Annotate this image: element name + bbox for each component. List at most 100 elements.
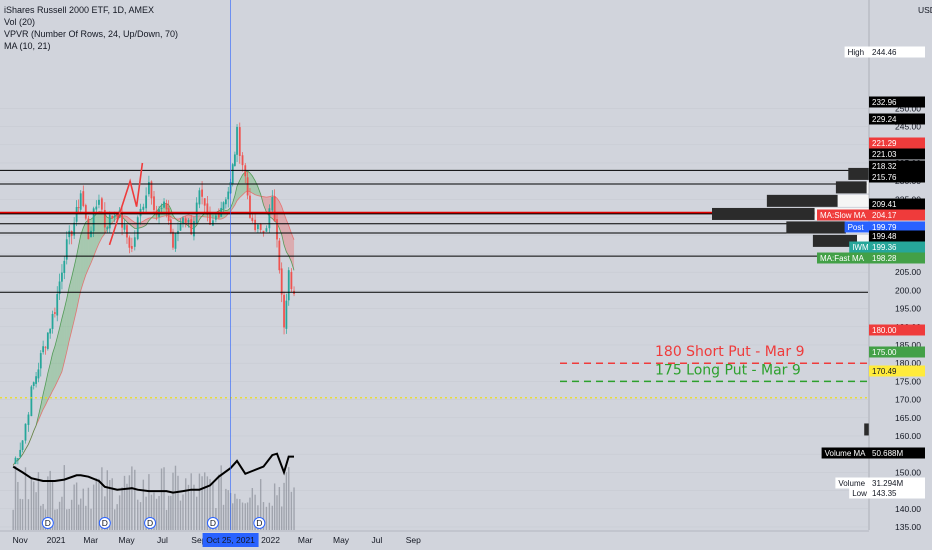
- fast-ma-line: [12, 170, 295, 466]
- candle-body: [167, 208, 170, 221]
- candle-body: [153, 196, 155, 210]
- put-level-label: 175 Long Put - Mar 9: [655, 362, 801, 378]
- volume-bar: [283, 482, 285, 530]
- y-tick-label: 160.00: [895, 431, 921, 441]
- candle-body: [276, 219, 278, 240]
- candle-body: [172, 231, 174, 248]
- volume-bar: [187, 484, 190, 530]
- axis-tag-value: 170.49: [872, 367, 897, 376]
- y-tick-label: 140.00: [895, 504, 921, 514]
- candle-body: [222, 202, 225, 210]
- candle-body: [201, 189, 203, 197]
- ma-ribbon-segment: [76, 245, 79, 310]
- volume-bar: [75, 482, 78, 530]
- legend-volume-indicator[interactable]: Vol (20): [4, 17, 36, 27]
- candle-body: [163, 201, 165, 208]
- volume-bar: [137, 499, 139, 530]
- dividend-marker[interactable]: [41, 517, 54, 529]
- candle-body: [251, 217, 254, 222]
- candle-body: [214, 215, 217, 220]
- volume-bar: [155, 498, 158, 530]
- put-level-label: 180 Short Put - Mar 9: [655, 344, 804, 360]
- dividend-marker[interactable]: [253, 517, 266, 529]
- volume-bar: [51, 480, 54, 530]
- axis-tag-name: MA:Slow MA: [820, 211, 866, 220]
- ma-ribbon-segment: [281, 206, 285, 245]
- volume-bar: [27, 499, 30, 530]
- axis-tag-value-bg: [869, 487, 925, 499]
- volume-bar: [61, 496, 63, 530]
- ma-ribbon-segment: [286, 219, 289, 256]
- x-tick-label: Nov: [13, 535, 29, 545]
- candle-body: [106, 227, 109, 230]
- volume-bar: [47, 476, 49, 530]
- volume-bar: [33, 481, 35, 530]
- currency-label: USD: [918, 5, 932, 15]
- volume-bar: [244, 503, 246, 530]
- volume-bar: [30, 477, 33, 530]
- axis-tag-value-bg: [869, 113, 925, 125]
- axis-tag-value-bg: [869, 198, 925, 210]
- candle-body: [273, 196, 276, 222]
- volume-bar: [121, 487, 123, 530]
- volume-bar: [58, 501, 61, 530]
- volume-bar: [19, 498, 21, 530]
- dividend-marker[interactable]: [206, 517, 219, 529]
- candle-body: [46, 332, 49, 349]
- ma-ribbon-segment: [61, 309, 65, 372]
- candle-body: [68, 230, 71, 238]
- volume-bar: [35, 492, 37, 530]
- dividend-marker[interactable]: [98, 517, 111, 529]
- legend-vpvr-indicator[interactable]: VPVR (Number Of Rows, 24, Up/Down, 70): [4, 29, 179, 39]
- y-tick-label: 200.00: [895, 285, 921, 295]
- volume-bar: [77, 504, 80, 530]
- candle-body: [113, 215, 116, 218]
- candle-body: [238, 127, 241, 156]
- candle-body: [179, 223, 182, 231]
- volume-ma-line: [12, 452, 294, 494]
- ma-ribbon-segment: [64, 298, 67, 363]
- candle-body: [98, 199, 100, 205]
- axis-tag-value: 199.79: [872, 223, 897, 232]
- volume-bar: [172, 472, 174, 530]
- volume-bar: [288, 467, 290, 530]
- candle-body: [79, 193, 82, 210]
- volume-bar: [232, 503, 234, 530]
- volume-bar: [163, 467, 165, 530]
- volume-bar: [85, 505, 87, 530]
- candle-body: [24, 423, 27, 441]
- dividend-marker[interactable]: [144, 517, 157, 529]
- candle-body: [130, 246, 133, 249]
- volume-bar: [68, 508, 70, 530]
- legend-title[interactable]: iShares Russell 2000 ETF, 1D, AMEX: [4, 5, 155, 15]
- volume-bar: [40, 505, 42, 530]
- trendline-drawing[interactable]: [108, 162, 144, 246]
- ma-ribbon-segment: [252, 175, 256, 195]
- volume-bar: [225, 488, 227, 530]
- ma-ribbon-segment: [71, 266, 75, 331]
- axis-tag-value-bg: [869, 137, 925, 149]
- volume-bar: [134, 469, 136, 530]
- volume-bar: [265, 506, 268, 530]
- volume-bar: [220, 465, 222, 530]
- dividend-marker-label: D: [102, 518, 108, 528]
- candle-body: [246, 177, 249, 196]
- dividend-marker-label: D: [147, 518, 153, 528]
- axis-tag-value: 232.96: [872, 98, 897, 107]
- time-axis-bg: [0, 531, 932, 550]
- candle-body: [111, 215, 114, 219]
- ma-ribbon-segment: [50, 353, 53, 396]
- volume-bar: [201, 476, 203, 530]
- volume-bar: [251, 488, 254, 530]
- ma-ribbon-segment: [59, 318, 62, 377]
- candle-body: [169, 219, 172, 234]
- ma-ribbon-segment: [234, 186, 238, 206]
- volume-bar: [174, 465, 177, 530]
- candle-body: [65, 239, 68, 260]
- volume-bar: [278, 487, 281, 530]
- axis-tag-value-bg: [869, 346, 925, 358]
- legend-ma-indicator[interactable]: MA (10, 21): [4, 41, 51, 51]
- volume-bar: [182, 494, 184, 530]
